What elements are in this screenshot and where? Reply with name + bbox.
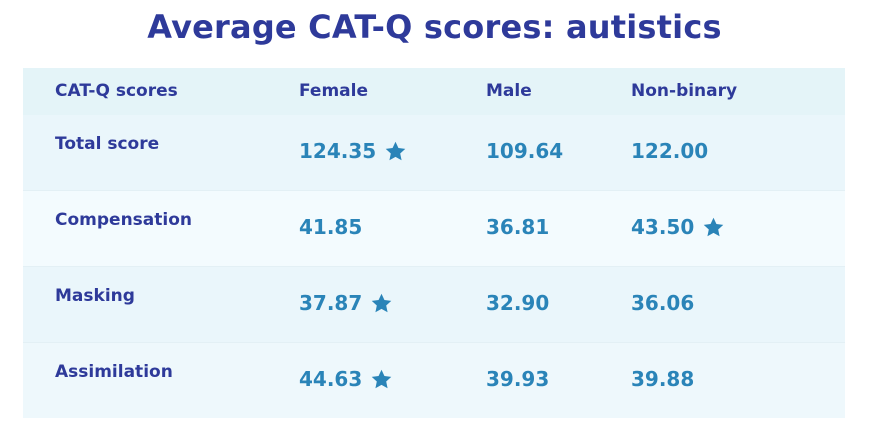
value-cell-male: 32.90: [486, 291, 549, 315]
value-text: 43.50: [631, 215, 695, 239]
column-header-female: Female: [299, 81, 368, 101]
table-row: Compensation 41.85 36.81 43.50: [23, 190, 845, 266]
value-text: 39.93: [486, 367, 550, 391]
star-icon: [370, 368, 393, 391]
value-text: 109.64: [486, 139, 564, 163]
value-cell-male: 39.93: [486, 367, 549, 391]
value-text: 32.90: [486, 291, 550, 315]
value-text: 124.35: [299, 139, 377, 163]
value-text: 39.88: [631, 367, 695, 391]
value-cell-non-binary: 122.00: [631, 139, 708, 163]
value-cell-non-binary: 39.88: [631, 367, 694, 391]
value-text: 37.87: [299, 291, 363, 315]
column-header-male: Male: [486, 81, 532, 101]
value-cell-female: 124.35: [299, 139, 407, 163]
row-label: Masking: [55, 286, 135, 306]
table-row: Total score 124.35 109.64 122.00: [23, 115, 845, 190]
value-cell-non-binary: 36.06: [631, 291, 694, 315]
value-cell-non-binary: 43.50: [631, 215, 725, 239]
table-row: Assimilation 44.63 39.93 39.88: [23, 342, 845, 418]
row-label: Compensation: [55, 210, 192, 230]
star-icon: [370, 292, 393, 315]
value-cell-male: 36.81: [486, 215, 549, 239]
row-label: Total score: [55, 134, 160, 154]
value-text: 44.63: [299, 367, 363, 391]
value-text: 36.06: [631, 291, 695, 315]
value-text: 41.85: [299, 215, 363, 239]
star-icon: [384, 140, 407, 163]
column-header-cat-q-scores: CAT-Q scores: [55, 81, 178, 101]
value-cell-female: 37.87: [299, 291, 393, 315]
value-cell-female: 44.63: [299, 367, 393, 391]
value-cell-female: 41.85: [299, 215, 362, 239]
row-label: Assimilation: [55, 362, 173, 382]
value-text: 122.00: [631, 139, 709, 163]
scores-table: CAT-Q scores Female Male Non-binary Tota…: [23, 68, 845, 418]
table-body: Total score 124.35 109.64 122.00 Compensatio…: [23, 115, 845, 418]
value-text: 36.81: [486, 215, 550, 239]
table-row: Masking 37.87 32.90 36.06: [23, 266, 845, 342]
chart-title: Average CAT-Q scores: autistics: [147, 8, 722, 46]
star-icon: [702, 216, 725, 239]
column-header-non-binary: Non-binary: [631, 81, 738, 101]
value-cell-male: 109.64: [486, 139, 563, 163]
table-header-row: CAT-Q scores Female Male Non-binary: [23, 68, 845, 115]
